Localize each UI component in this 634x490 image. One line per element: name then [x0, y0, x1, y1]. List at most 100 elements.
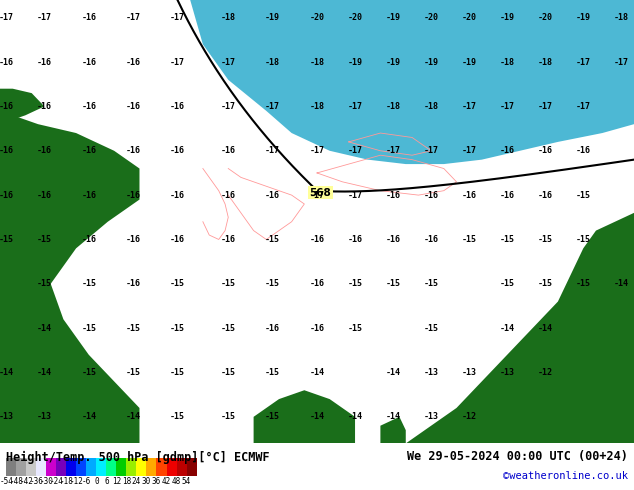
Text: 12: 12 [112, 477, 121, 486]
Text: -16: -16 [500, 147, 515, 155]
Bar [96, 458, 107, 476]
Text: -16: -16 [170, 191, 185, 199]
Text: -15: -15 [221, 413, 236, 421]
Text: -16: -16 [126, 102, 141, 111]
Text: -19: -19 [385, 58, 401, 67]
Text: -19: -19 [347, 58, 363, 67]
Text: -16: -16 [0, 102, 14, 111]
Text: -14: -14 [309, 368, 325, 377]
Text: -17: -17 [221, 102, 236, 111]
Text: -20: -20 [424, 13, 439, 22]
Text: 48: 48 [172, 477, 181, 486]
Text: -15: -15 [170, 368, 185, 377]
Text: -13: -13 [37, 413, 52, 421]
Text: -16: -16 [170, 235, 185, 244]
Text: 42: 42 [162, 477, 171, 486]
Text: -17: -17 [265, 102, 280, 111]
Text: -20: -20 [538, 13, 553, 22]
Text: -15: -15 [170, 279, 185, 288]
Text: -17: -17 [576, 102, 591, 111]
Text: -17: -17 [462, 102, 477, 111]
Text: -15: -15 [424, 279, 439, 288]
Text: -13: -13 [424, 368, 439, 377]
Text: -15: -15 [221, 324, 236, 333]
Text: -15: -15 [126, 368, 141, 377]
Text: -18: -18 [385, 102, 401, 111]
Text: -14: -14 [347, 413, 363, 421]
Text: -36: -36 [29, 477, 43, 486]
Bar [117, 458, 126, 476]
Bar [176, 458, 186, 476]
Text: 6: 6 [104, 477, 109, 486]
Bar [126, 458, 136, 476]
Text: -13: -13 [462, 368, 477, 377]
Text: -16: -16 [221, 147, 236, 155]
Text: -14: -14 [538, 324, 553, 333]
Text: -14: -14 [0, 368, 14, 377]
Text: -17: -17 [309, 191, 325, 199]
Text: We 29-05-2024 00:00 UTC (00+24): We 29-05-2024 00:00 UTC (00+24) [407, 450, 628, 464]
Bar [107, 458, 117, 476]
Text: 30: 30 [142, 477, 151, 486]
Text: -16: -16 [126, 58, 141, 67]
Text: -16: -16 [81, 147, 96, 155]
Text: -19: -19 [385, 13, 401, 22]
Text: -15: -15 [81, 279, 96, 288]
Text: -16: -16 [424, 191, 439, 199]
Text: -16: -16 [462, 191, 477, 199]
Text: -48: -48 [10, 477, 23, 486]
Polygon shape [0, 0, 139, 443]
Text: -20: -20 [462, 13, 477, 22]
Text: -17: -17 [170, 58, 185, 67]
Text: -16: -16 [81, 58, 96, 67]
Text: -16: -16 [81, 102, 96, 111]
Text: -15: -15 [37, 279, 52, 288]
Text: -16: -16 [37, 58, 52, 67]
Text: -17: -17 [500, 102, 515, 111]
Text: -19: -19 [424, 58, 439, 67]
Text: -24: -24 [49, 477, 63, 486]
Text: -18: -18 [60, 477, 74, 486]
Bar [136, 458, 146, 476]
Text: -16: -16 [309, 279, 325, 288]
Text: -18: -18 [614, 13, 629, 22]
Text: ©weatheronline.co.uk: ©weatheronline.co.uk [503, 471, 628, 481]
Text: -16: -16 [126, 235, 141, 244]
Text: -17: -17 [37, 13, 52, 22]
Text: -16: -16 [81, 235, 96, 244]
Text: -13: -13 [424, 413, 439, 421]
Bar [46, 458, 56, 476]
Text: -16: -16 [385, 235, 401, 244]
Text: -20: -20 [347, 13, 363, 22]
Text: -12: -12 [462, 413, 477, 421]
Text: -17: -17 [265, 147, 280, 155]
Bar [16, 458, 27, 476]
Text: -14: -14 [81, 413, 96, 421]
Text: -15: -15 [385, 279, 401, 288]
Text: -15: -15 [81, 368, 96, 377]
Bar [6, 458, 16, 476]
Text: -16: -16 [538, 147, 553, 155]
Text: -6: -6 [82, 477, 91, 486]
Text: -16: -16 [385, 191, 401, 199]
Text: -16: -16 [0, 191, 14, 199]
Text: -15: -15 [500, 235, 515, 244]
Text: -15: -15 [462, 235, 477, 244]
Text: -17: -17 [0, 13, 14, 22]
Text: -16: -16 [265, 191, 280, 199]
Text: -14: -14 [385, 413, 401, 421]
Text: -17: -17 [538, 102, 553, 111]
Text: -12: -12 [538, 368, 553, 377]
Bar [157, 458, 167, 476]
Text: -16: -16 [500, 191, 515, 199]
Text: -18: -18 [221, 13, 236, 22]
Polygon shape [406, 213, 634, 443]
Bar [36, 458, 46, 476]
Text: -13: -13 [0, 413, 14, 421]
Text: -54: -54 [0, 477, 13, 486]
Text: 54: 54 [182, 477, 191, 486]
Text: 36: 36 [152, 477, 161, 486]
Bar [56, 458, 67, 476]
Text: 0: 0 [94, 477, 99, 486]
Bar [86, 458, 96, 476]
